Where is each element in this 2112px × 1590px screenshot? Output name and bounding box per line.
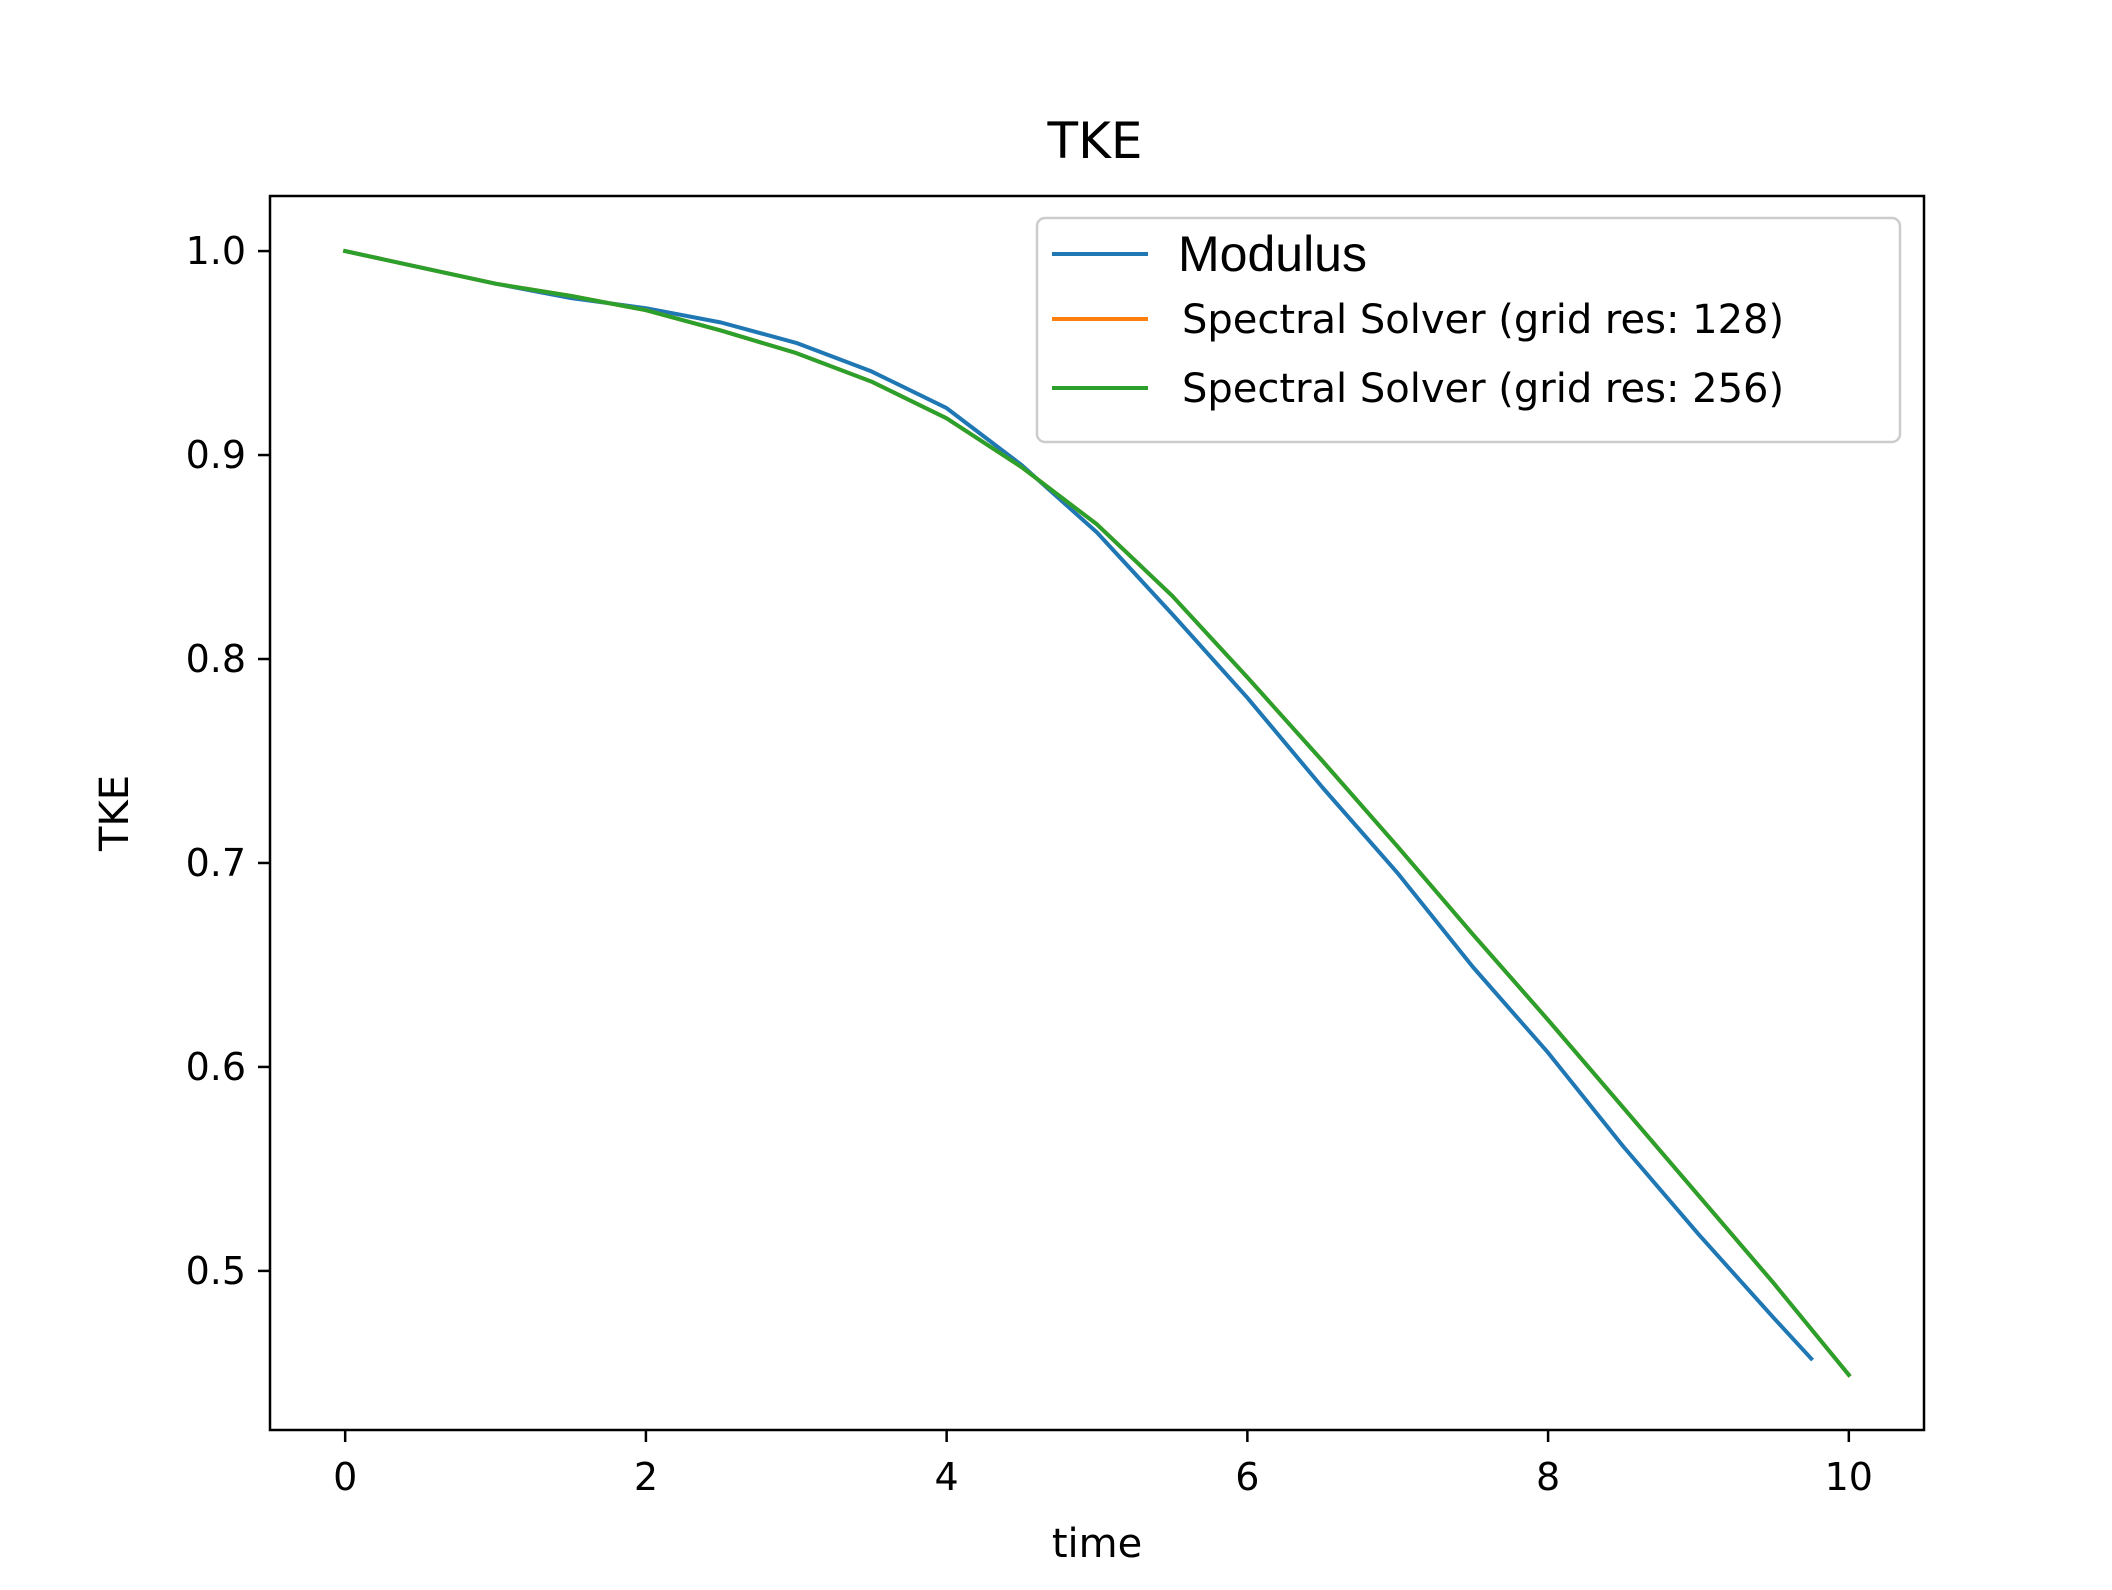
x-tick-label: 6	[1235, 1455, 1259, 1499]
legend-label-0: Modulus	[1178, 226, 1367, 282]
y-axis: 0.5 0.6 0.7 0.8 0.9 1.0	[186, 229, 270, 1293]
y-tick-label: 0.5	[186, 1249, 246, 1293]
y-tick-label: 1.0	[186, 229, 246, 273]
legend: Modulus Spectral Solver (grid res: 128) Sp…	[1035, 216, 1902, 444]
series-line-2	[342, 248, 1852, 1378]
x-tick-label: 10	[1825, 1455, 1873, 1499]
series-layer	[342, 248, 1852, 1378]
x-tick-label: 0	[333, 1455, 357, 1499]
y-tick-label: 0.6	[186, 1045, 246, 1089]
x-axis: 0 2 4 6 8 10	[333, 1430, 1873, 1499]
x-axis-label: time	[1052, 1521, 1142, 1567]
y-axis-label: TKE	[92, 775, 138, 852]
legend-items: Modulus Spectral Solver (grid res: 128) Sp…	[1052, 226, 1784, 412]
x-tick-label: 4	[935, 1455, 959, 1499]
y-tick-label: 0.8	[186, 637, 246, 681]
legend-box	[1035, 216, 1902, 444]
y-tick-label: 0.7	[186, 841, 246, 885]
chart-title: TKE	[1047, 112, 1143, 170]
x-tick-label: 2	[634, 1455, 658, 1499]
legend-label-2: Spectral Solver (grid res: 256)	[1182, 366, 1784, 412]
axes-frame	[268, 194, 1926, 1432]
y-tick-label: 0.9	[186, 433, 246, 477]
legend-label-1: Spectral Solver (grid res: 128)	[1182, 297, 1784, 343]
x-tick-label: 8	[1536, 1455, 1560, 1499]
